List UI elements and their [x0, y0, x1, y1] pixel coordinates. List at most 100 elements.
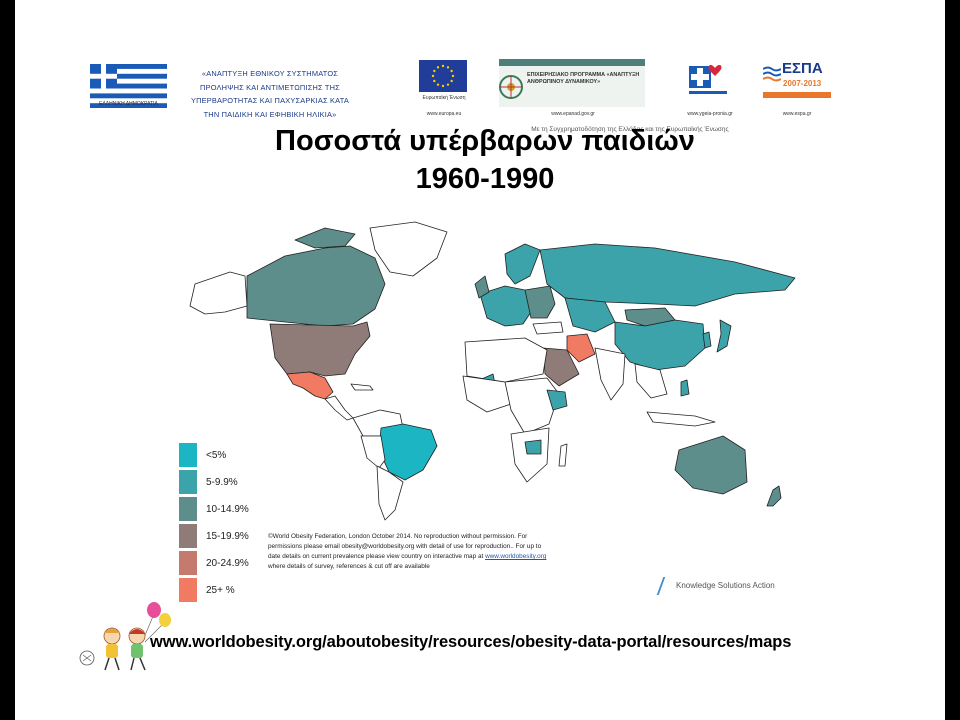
map-caribbean — [350, 383, 374, 391]
copyright-line: permissions please email obesity@worldob… — [268, 543, 542, 550]
map-zambia — [524, 439, 542, 455]
legend-item: 10-14.9% — [179, 497, 279, 521]
map-uk — [474, 275, 490, 299]
legend-swatch — [179, 497, 197, 521]
op-url: www.epanad.gov.gr — [551, 111, 595, 117]
legend-item: 25+ % — [179, 578, 279, 602]
legend-label: 5-9.9% — [206, 477, 238, 488]
map-canada-islands — [294, 227, 356, 249]
map-australia — [674, 435, 748, 495]
copyright-line: where details of survey, references & cu… — [268, 563, 430, 570]
legend-swatch — [179, 578, 197, 602]
ksa-slash-icon — [656, 577, 666, 595]
map-argentina — [376, 465, 404, 521]
eu-star-icon — [446, 83, 450, 86]
eu-star-icon — [436, 83, 440, 86]
map-indonesia — [646, 411, 716, 427]
greek-flag-logo — [90, 64, 167, 108]
map-central-america — [324, 395, 354, 421]
eu-star-icon — [441, 64, 445, 68]
map-peru — [360, 435, 386, 469]
legend-item: 15-19.9% — [179, 524, 279, 548]
eu-star-icon — [451, 74, 455, 78]
op-logo-text: ΕΠΙΧΕΙΡΗΣΙΑΚΟ ΠΡΟΓΡΑΜΜΑ «ΑΝΑΠΤΥΞΗ ΑΝΘΡΩΠ… — [527, 72, 640, 85]
eu-star-icon — [450, 79, 453, 83]
flag-caption: ΕΛΛΗΝΙΚΗ ΔΗΜΟΚΡΑΤΙΑ — [99, 101, 158, 107]
legend-swatch — [179, 470, 197, 494]
program-line: ΤΗΝ ΠΑΙΔΙΚΗ ΚΑΙ ΕΦΗΒΙΚΗ ΗΛΙΚΙΑ» — [203, 109, 337, 119]
legend-label: <5% — [206, 450, 227, 461]
children-clipart — [79, 602, 171, 671]
eu-star-icon — [433, 79, 436, 83]
program-line: ΠΡΟΛΗΨΗΣ ΚΑΙ ΑΝΤΙΜΕΤΩΠΙΣΗΣ ΤΗΣ — [200, 82, 340, 92]
eu-flag-logo — [419, 60, 467, 92]
worldobesity-link[interactable]: www.worldobesity.org — [485, 553, 547, 560]
copyright-notice: ©World Obesity Federation, London Octobe… — [268, 532, 668, 572]
map-western-europe — [479, 285, 536, 327]
legend-swatch — [179, 524, 197, 548]
copyright-text: date details on current prevalence pleas… — [268, 553, 486, 560]
map-eastern-europe — [524, 285, 556, 319]
legend-item: <5% — [179, 443, 279, 467]
map-turkey — [532, 321, 564, 335]
map-arabia — [542, 347, 580, 387]
eu-star-icon — [436, 66, 440, 69]
map-central-africa — [504, 377, 560, 435]
legend-label: 20-24.9% — [206, 558, 249, 569]
legend-item: 5-9.9% — [179, 470, 279, 494]
map-alaska — [189, 271, 248, 315]
map-west-africa — [462, 375, 512, 413]
map-china — [614, 319, 706, 371]
map-central-asia — [564, 297, 616, 333]
eu-caption: Ευρωπαϊκή Ένωση — [422, 95, 466, 101]
title-line-1: Ποσοστά υπέρβαρων παιδιών — [275, 125, 695, 157]
program-line: ΥΠΕΡΒΑΡΟΤΗΤΑΣ ΚΑΙ ΠΑΧΥΣΑΡΚΙΑΣ ΚΑΤΑ — [190, 96, 350, 105]
slide: ΕΛΛΗΝΙΚΗ ΔΗΜΟΚΡΑΤΙΑ «ΑΝΑΠΤΥΞΗ ΕΘΝΙΚΟΥ ΣΥ… — [15, 0, 945, 720]
eu-star-icon — [450, 69, 453, 73]
legend-label: 25+ % — [206, 585, 235, 596]
copyright-line: date details on current prevalence pleas… — [268, 552, 668, 562]
map-korea — [702, 331, 712, 349]
title-line-2: 1960-1990 — [415, 163, 555, 195]
cofinance-text: Με τη Συγχρηματοδότηση της Ελλάδας και τ… — [531, 126, 729, 133]
legend-item: 20-24.9% — [179, 551, 279, 575]
map-japan — [716, 319, 732, 353]
espa-years: 2007-2013 — [783, 79, 822, 88]
espa-logo: ΕΣΠΑ 2007-2013 — [763, 60, 831, 104]
legend-swatch — [179, 551, 197, 575]
map-north-africa — [464, 337, 548, 383]
footer-url[interactable]: www.worldobesity.org/aboutobesity/resour… — [150, 633, 792, 651]
eu-star-icon — [431, 74, 435, 78]
operational-program-logo — [499, 59, 645, 107]
espa-bar — [763, 92, 831, 98]
espa-url: www.espa.gr — [782, 111, 812, 117]
ministry-of-health-logo — [689, 65, 727, 94]
eu-star-icon — [441, 84, 445, 88]
map-iran — [566, 333, 596, 363]
legend-swatch — [179, 443, 197, 467]
eu-star-icon — [433, 69, 436, 73]
ksa-tagline: Knowledge Solutions Action — [676, 581, 775, 590]
legend-label: 10-14.9% — [206, 504, 249, 515]
map-scandinavia — [504, 243, 541, 285]
map-india — [594, 347, 626, 401]
map-philippines — [680, 379, 690, 397]
map-ethiopia — [546, 389, 568, 411]
program-title: «ΑΝΑΠΤΥΞΗ ΕΘΝΙΚΟΥ ΣΥΣΤΗΜΑΤΟΣ ΠΡΟΛΗΨΗΣ ΚΑ… — [185, 67, 355, 121]
world-map — [189, 221, 796, 521]
map-madagascar — [558, 443, 568, 467]
ministry-url: www.ygeia-pronia.gr — [687, 111, 733, 117]
map-new-zealand — [766, 485, 782, 507]
espa-waves-icon — [763, 66, 781, 82]
copyright-line: ©World Obesity Federation, London Octobe… — [268, 533, 528, 540]
map-legend: <5% 5-9.9% 10-14.9% 15-19.9% 20-24.9% 25… — [179, 443, 279, 608]
map-southern-africa — [510, 427, 550, 483]
map-russia — [539, 243, 796, 307]
eu-star-icon — [446, 66, 450, 69]
map-greenland — [369, 221, 448, 277]
map-canada — [246, 245, 386, 327]
eu-url: www.europa.eu — [426, 111, 462, 117]
legend-label: 15-19.9% — [206, 531, 249, 542]
program-line: «ΑΝΑΠΤΥΞΗ ΕΘΝΙΚΟΥ ΣΥΣΤΗΜΑΤΟΣ — [201, 69, 339, 78]
espa-title: ΕΣΠΑ — [782, 60, 823, 77]
